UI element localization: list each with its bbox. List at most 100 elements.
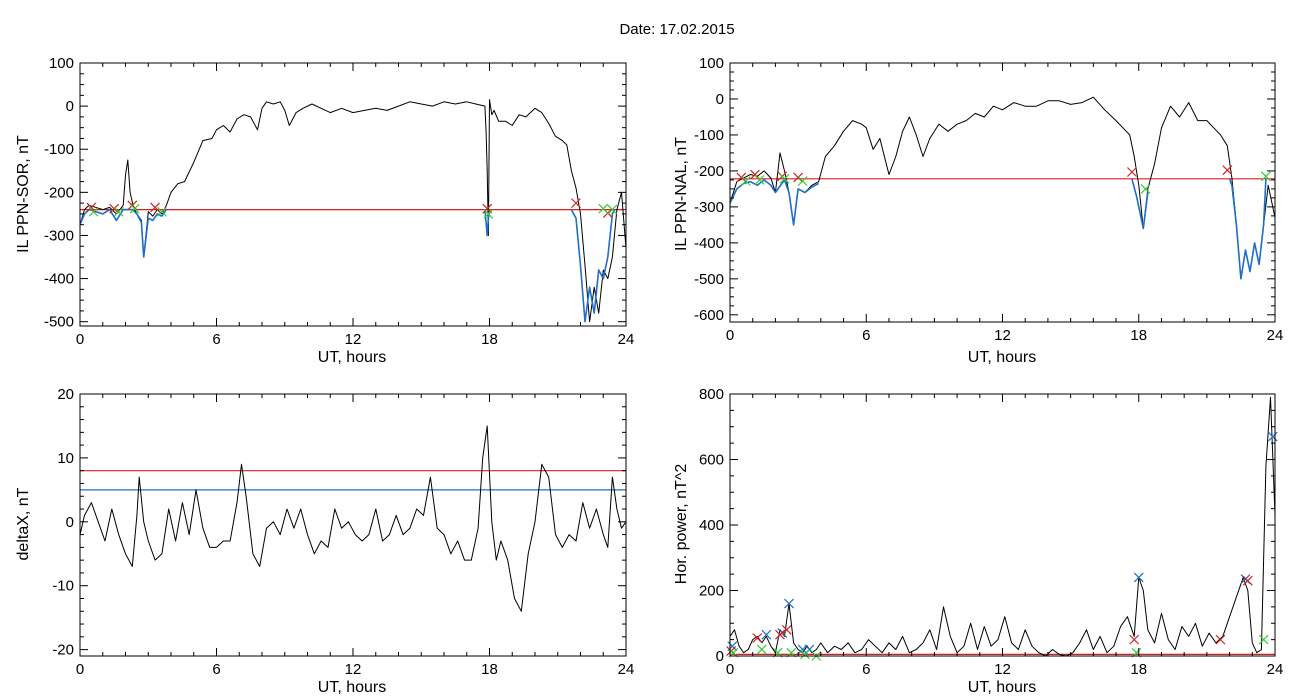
y-tick-label-nal-0: 0 <box>716 91 724 108</box>
marker-sor-1-2 <box>129 203 140 214</box>
chart-panel-power: Hor. power, nT^2 UT, hours 0 6 12 18 24 0 200 4… <box>673 386 1283 696</box>
marker-sor-0-5 <box>571 198 581 209</box>
marker-sor-1-0 <box>88 206 99 217</box>
marker-nal-0-4 <box>1127 167 1137 177</box>
y-tick-label-sor--100: -100 <box>44 141 74 158</box>
series-line-nal-1 <box>730 179 819 226</box>
x-tick-label-deltax-12: 12 <box>345 661 362 678</box>
series-line-sor-3 <box>570 209 616 323</box>
x-axis-label-nal: UT, hours <box>968 349 1036 366</box>
y-tick-label-deltax-0: 0 <box>66 514 74 531</box>
chart-panel-sor: IL PPN-SOR, nT UT, hours 0 6 12 18 24 100 0 -10… <box>15 55 634 366</box>
x-tick-label-nal-12: 12 <box>994 327 1011 344</box>
y-tick-label-nal--300: -300 <box>694 199 724 216</box>
marker-power-1-6 <box>1242 575 1253 586</box>
x-tick-label-sor-0: 0 <box>76 331 84 348</box>
y-tick-label-power-400: 400 <box>699 517 724 534</box>
chart-panel-nal: IL PPN-NAL, nT UT, hours 0 6 12 18 24 100 0 -10… <box>673 55 1283 366</box>
y-tick-label-sor--200: -200 <box>44 184 74 201</box>
marker-power-1-2 <box>775 629 785 640</box>
y-tick-label-sor-100: 100 <box>49 55 74 72</box>
figure-title: Date: 17.02.2015 <box>619 21 734 38</box>
x-tick-label-power-12: 12 <box>994 661 1011 678</box>
y-tick-label-deltax-20: 20 <box>57 386 74 403</box>
y-axis-label-power: Hor. power, nT^2 <box>673 464 690 585</box>
y-tick-label-deltax-10: 10 <box>57 450 74 467</box>
plot-frame-nal <box>729 62 1276 323</box>
marker-sor-1-6 <box>607 204 618 215</box>
marker-power-1-1 <box>752 633 763 643</box>
x-tick-label-nal-24: 24 <box>1267 327 1284 344</box>
marker-power-0-8 <box>1267 431 1278 442</box>
marker-nal-0-1 <box>750 169 760 180</box>
marker-nal-1-1 <box>754 174 765 185</box>
y-tick-label-nal--400: -400 <box>694 235 724 252</box>
y-axis-label-nal: IL PPN-NAL, nT <box>673 137 690 251</box>
marker-power-0-6 <box>1133 572 1144 583</box>
y-axis-label-sor: IL PPN-SOR, nT <box>15 135 32 253</box>
marker-nal-1-0 <box>740 176 751 186</box>
marker-power-0-1 <box>761 629 772 640</box>
series-line-sor-2 <box>484 209 491 237</box>
marker-power-1-3 <box>781 624 792 635</box>
marker-power-0-3 <box>784 598 794 609</box>
marker-sor-1-1 <box>113 206 124 217</box>
marker-sor-0-3 <box>150 202 160 213</box>
marker-nal-0-5 <box>1222 165 1233 176</box>
marker-sor-1-4 <box>483 208 494 219</box>
y-tick-label-nal--600: -600 <box>694 307 724 324</box>
chart-panel-deltax: deltaX, nT UT, hours 0 6 12 18 24 20 10 0 -10 -20 <box>15 386 634 696</box>
y-tick-label-power-0: 0 <box>716 648 724 665</box>
marker-nal-0-3 <box>793 172 804 183</box>
series-line-sor-1 <box>80 208 168 258</box>
x-tick-label-sor-18: 18 <box>481 331 498 348</box>
y-tick-label-sor-0: 0 <box>66 98 74 115</box>
marker-power-1-5 <box>1215 634 1226 645</box>
y-tick-label-deltax--20: -20 <box>52 642 74 659</box>
x-axis-label-power: UT, hours <box>968 679 1036 696</box>
marker-nal-1-3 <box>797 176 808 186</box>
series-line-power-0 <box>730 396 1275 656</box>
marker-nal-1-5 <box>1260 171 1271 182</box>
marker-sor-1-3 <box>156 206 167 217</box>
y-tick-label-nal--100: -100 <box>694 127 724 144</box>
x-tick-label-sor-6: 6 <box>212 331 220 348</box>
x-axis-label-deltax: UT, hours <box>318 679 386 696</box>
marker-power-2-4 <box>800 649 810 660</box>
y-tick-label-nal--200: -200 <box>694 163 724 180</box>
x-tick-label-power-18: 18 <box>1130 661 1147 678</box>
y-tick-label-sor--500: -500 <box>44 314 74 331</box>
x-tick-label-nal-6: 6 <box>862 327 870 344</box>
y-tick-label-power-600: 600 <box>699 452 724 469</box>
y-tick-label-sor--300: -300 <box>44 227 74 244</box>
x-tick-label-power-0: 0 <box>726 661 734 678</box>
x-tick-label-nal-18: 18 <box>1130 327 1147 344</box>
x-tick-label-deltax-24: 24 <box>618 661 635 678</box>
marker-nal-1-4 <box>1140 183 1151 194</box>
marker-sor-0-1 <box>109 203 120 214</box>
marker-nal-1-2 <box>779 173 790 184</box>
y-tick-label-sor--400: -400 <box>44 271 74 288</box>
marker-power-2-1 <box>756 644 767 655</box>
plot-frame-sor <box>79 62 627 327</box>
plot-frame-power <box>729 393 1276 657</box>
y-tick-label-nal--500: -500 <box>694 271 724 288</box>
series-line-nal-3 <box>1228 178 1267 280</box>
marker-nal-0-0 <box>736 172 747 183</box>
x-tick-label-nal-0: 0 <box>726 327 734 344</box>
y-axis-label-deltax: deltaX, nT <box>15 487 32 560</box>
x-tick-label-sor-24: 24 <box>618 331 635 348</box>
marker-power-2-7 <box>1258 634 1269 645</box>
plot-frame-deltax <box>79 393 627 657</box>
x-tick-label-power-24: 24 <box>1267 661 1284 678</box>
x-tick-label-deltax-18: 18 <box>481 661 498 678</box>
x-tick-label-sor-12: 12 <box>345 331 362 348</box>
y-tick-label-nal-100: 100 <box>699 55 724 72</box>
marker-power-1-4 <box>1129 634 1140 645</box>
x-tick-label-power-6: 6 <box>862 661 870 678</box>
y-tick-label-power-200: 200 <box>699 583 724 600</box>
x-tick-label-deltax-6: 6 <box>212 661 220 678</box>
series-line-deltax-0 <box>80 425 626 612</box>
marker-sor-1-5 <box>598 203 609 214</box>
